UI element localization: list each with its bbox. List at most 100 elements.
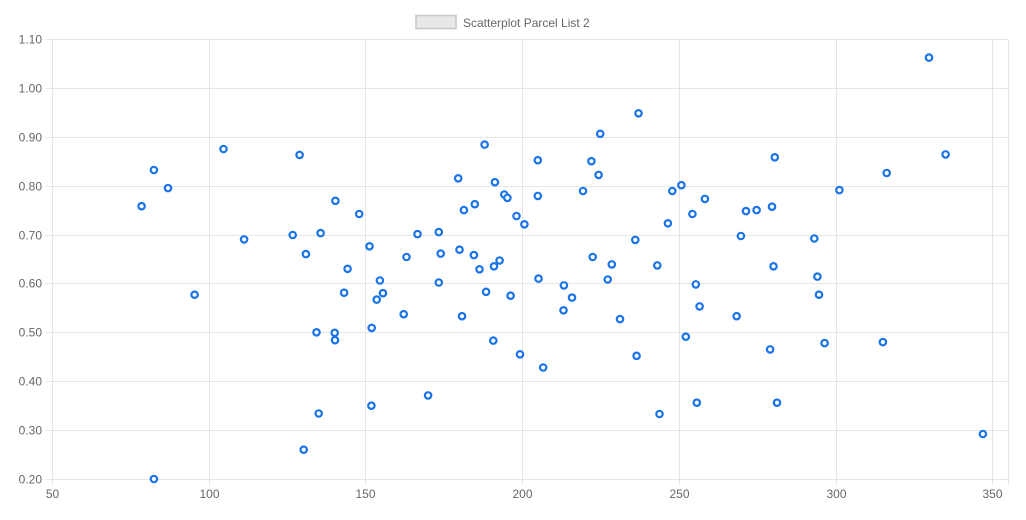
scatter-point[interactable] bbox=[288, 230, 298, 240]
scatter-point[interactable] bbox=[149, 165, 159, 175]
scatter-point[interactable] bbox=[769, 261, 778, 271]
scatter-point[interactable] bbox=[630, 235, 640, 245]
scatter-point[interactable] bbox=[567, 293, 577, 302]
scatter-point[interactable] bbox=[515, 349, 525, 359]
scatter-point[interactable] bbox=[752, 205, 761, 215]
scatter-point[interactable] bbox=[434, 227, 444, 237]
scatter-point[interactable] bbox=[190, 290, 199, 300]
scatter-point[interactable] bbox=[578, 186, 588, 196]
scatter-point[interactable] bbox=[814, 290, 824, 300]
scatter-point[interactable] bbox=[399, 309, 409, 319]
scatter-point[interactable] bbox=[367, 323, 377, 333]
scatter-point[interactable] bbox=[587, 156, 596, 166]
scatter-point[interactable] bbox=[809, 234, 819, 243]
scatter-point[interactable] bbox=[455, 245, 464, 255]
scatter-point[interactable] bbox=[700, 194, 710, 204]
scatter-point[interactable] bbox=[163, 183, 173, 193]
scatter-point[interactable] bbox=[475, 264, 484, 274]
scatter-point[interactable] bbox=[681, 332, 691, 342]
scatter-point[interactable] bbox=[652, 261, 662, 270]
scatter-point[interactable] bbox=[882, 168, 892, 178]
scatter-point[interactable] bbox=[137, 201, 146, 211]
scatter-point[interactable] bbox=[677, 180, 686, 190]
scatter-point[interactable] bbox=[534, 274, 543, 283]
legend-label[interactable]: Scatterplot Parcel List 2 bbox=[463, 16, 590, 30]
scatter-point[interactable] bbox=[330, 335, 340, 345]
scatter-point[interactable] bbox=[632, 351, 641, 361]
scatter-point[interactable] bbox=[520, 220, 529, 229]
scatter-point[interactable] bbox=[219, 144, 228, 154]
scatter-point[interactable] bbox=[533, 191, 543, 201]
scatter-point[interactable] bbox=[469, 250, 479, 260]
scatter-point[interactable] bbox=[691, 280, 701, 289]
legend[interactable]: Scatterplot Parcel List 2 bbox=[415, 14, 590, 31]
scatter-point[interactable] bbox=[667, 186, 677, 196]
scatter-point[interactable] bbox=[436, 249, 446, 258]
scatter-point[interactable] bbox=[503, 193, 512, 203]
scatter-point[interactable] bbox=[615, 314, 625, 324]
scatter-point[interactable] bbox=[688, 209, 697, 219]
scatter-point[interactable] bbox=[588, 252, 598, 262]
scatter-point[interactable] bbox=[772, 398, 782, 408]
scatter-point[interactable] bbox=[741, 206, 751, 216]
scatter-point[interactable] bbox=[538, 363, 548, 372]
scatter-point[interactable] bbox=[375, 276, 385, 285]
scatter-point[interactable] bbox=[299, 445, 309, 455]
scatter-point[interactable] bbox=[365, 242, 374, 251]
scatter-point[interactable] bbox=[316, 228, 325, 238]
scatter-point[interactable] bbox=[312, 327, 321, 337]
scatter-point[interactable] bbox=[878, 337, 888, 347]
legend-color-box[interactable] bbox=[415, 14, 457, 30]
scatter-point[interactable] bbox=[506, 291, 515, 301]
scatter-point[interactable] bbox=[603, 275, 613, 284]
scatter-point[interactable] bbox=[978, 429, 988, 439]
scatter-point[interactable] bbox=[402, 252, 411, 262]
scatter-point[interactable] bbox=[941, 150, 950, 159]
scatter-point[interactable] bbox=[835, 185, 844, 195]
scatter-point[interactable] bbox=[470, 199, 480, 209]
scatter-point[interactable] bbox=[736, 231, 746, 241]
scatter-point[interactable] bbox=[314, 409, 324, 418]
scatter-point[interactable] bbox=[149, 474, 159, 484]
scatter-point[interactable] bbox=[607, 260, 617, 269]
scatter-point[interactable] bbox=[820, 338, 829, 348]
scatter-point[interactable] bbox=[732, 311, 741, 321]
scatter-point[interactable] bbox=[378, 288, 388, 298]
scatter-point[interactable] bbox=[559, 281, 569, 290]
scatter-point[interactable] bbox=[423, 391, 433, 400]
scatter-point[interactable] bbox=[339, 288, 349, 298]
scatter-point[interactable] bbox=[301, 249, 311, 259]
scatter-point[interactable] bbox=[343, 264, 352, 274]
scatter-point[interactable] bbox=[459, 205, 469, 215]
scatter-point[interactable] bbox=[559, 305, 568, 315]
scatter-point[interactable] bbox=[367, 401, 376, 411]
scatter-point[interactable] bbox=[457, 311, 467, 321]
scatter-point[interactable] bbox=[924, 53, 934, 62]
scatter-point[interactable] bbox=[813, 272, 822, 281]
scatter-point[interactable] bbox=[533, 155, 543, 165]
scatter-point[interactable] bbox=[512, 211, 521, 221]
scatter-point[interactable] bbox=[594, 170, 603, 180]
scatter-point[interactable] bbox=[330, 328, 340, 338]
scatter-point[interactable] bbox=[595, 129, 605, 139]
scatter-point[interactable] bbox=[354, 209, 364, 219]
scatter-point[interactable] bbox=[765, 345, 775, 354]
scatter-point[interactable] bbox=[489, 261, 499, 271]
scatter-point[interactable] bbox=[692, 398, 702, 408]
scatter-point[interactable] bbox=[413, 229, 422, 239]
scatter-point[interactable] bbox=[655, 409, 664, 419]
scatter-point[interactable] bbox=[481, 287, 491, 297]
scatter-point[interactable] bbox=[453, 174, 463, 183]
scatter-point[interactable] bbox=[488, 336, 498, 345]
scatter-point[interactable] bbox=[331, 196, 340, 206]
scatter-point[interactable] bbox=[695, 302, 704, 311]
scatter-point[interactable] bbox=[767, 202, 777, 212]
scatter-point[interactable] bbox=[372, 295, 382, 304]
scatter-point[interactable] bbox=[490, 177, 500, 187]
scatter-point[interactable] bbox=[770, 153, 780, 162]
scatter-point[interactable] bbox=[295, 150, 304, 160]
scatter-point[interactable] bbox=[663, 219, 673, 228]
scatter-point[interactable] bbox=[495, 256, 504, 265]
scatter-point[interactable] bbox=[239, 235, 249, 244]
scatter-point[interactable] bbox=[480, 140, 489, 149]
